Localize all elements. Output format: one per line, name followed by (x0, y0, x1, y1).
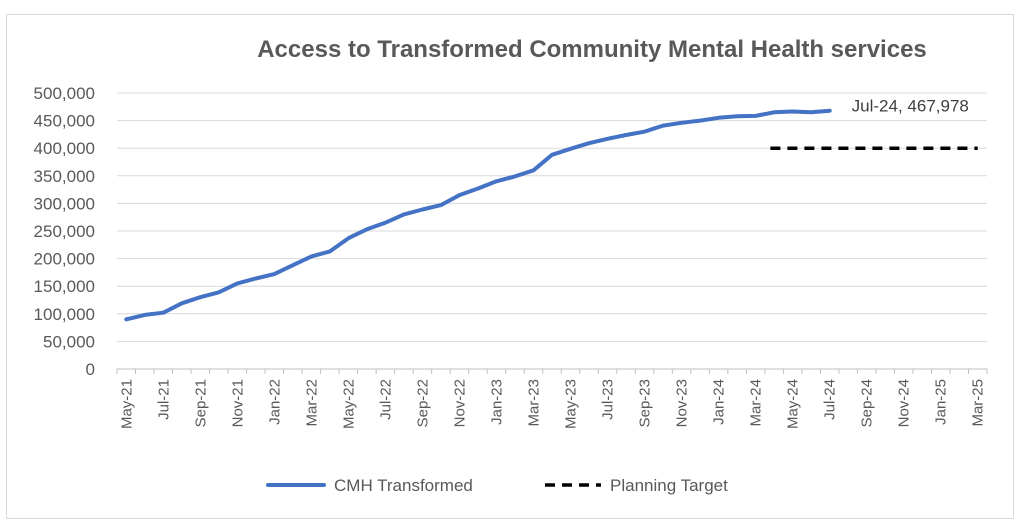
x-tick-label: Nov-24 (896, 379, 913, 427)
x-tick-label: Jul-23 (600, 379, 617, 420)
y-tick-label: 100,000 (34, 305, 95, 324)
x-tick-label: Mar-24 (748, 379, 765, 427)
x-tick-label: Mar-23 (525, 379, 542, 427)
x-tick-label: Jul-24 (822, 379, 839, 420)
x-tick-label: May-23 (563, 379, 580, 429)
y-tick-label: 300,000 (34, 194, 95, 213)
x-tick-label: Jan-25 (933, 379, 950, 425)
chart-frame (6, 14, 1014, 519)
y-axis-tick-labels: 0 50,000 100,000 150,000 200,000 250,000 300,0… (34, 84, 95, 379)
x-tick-label: May-22 (340, 379, 357, 429)
y-tick-label: 50,000 (43, 332, 95, 351)
x-tick-label: Sep-22 (414, 379, 431, 427)
x-tick-label: Sep-21 (192, 379, 209, 427)
x-tick-label: Mar-22 (303, 379, 320, 427)
y-tick-label: 0 (86, 360, 95, 379)
x-tick-label: Jul-21 (155, 379, 172, 420)
y-tick-label: 350,000 (34, 167, 95, 186)
legend: CMH Transformed Planning Target (266, 476, 728, 495)
x-tick-label: Jan-23 (488, 379, 505, 425)
x-tick-label: Nov-22 (451, 379, 468, 427)
y-tick-label: 500,000 (34, 84, 95, 103)
x-tick-label: Sep-24 (859, 379, 876, 427)
x-tick-label: Nov-21 (229, 379, 246, 427)
x-axis (116, 368, 988, 374)
x-tick-label: Nov-23 (674, 379, 691, 427)
x-tick-label: Jan-24 (711, 379, 728, 425)
x-tick-label: Sep-23 (637, 379, 654, 427)
data-label: Jul-24, 467,978 (852, 97, 969, 116)
y-tick-label: 200,000 (34, 250, 95, 269)
x-tick-label: May-21 (118, 379, 135, 429)
x-tick-label: Jan-22 (266, 379, 283, 425)
x-tick-label: May-24 (785, 379, 802, 429)
gridlines (117, 92, 987, 342)
y-tick-label: 450,000 (34, 112, 95, 131)
y-tick-label: 150,000 (34, 277, 95, 296)
legend-label: CMH Transformed (334, 476, 473, 495)
x-tick-label: Jul-22 (377, 379, 394, 420)
chart-title: Access to Transformed Community Mental H… (257, 36, 927, 63)
data-labels: Jul-24, 467,978 (852, 97, 969, 116)
legend-label: Planning Target (610, 476, 728, 495)
y-tick-label: 400,000 (34, 139, 95, 158)
x-tick-label: Mar-25 (970, 379, 987, 427)
series-lines (124, 108, 978, 322)
x-axis-tick-labels: May-21 Jul-21 Sep-21 Nov-21 Jan-22 Mar-22 May-… (118, 379, 986, 429)
y-tick-label: 250,000 (34, 222, 95, 241)
series-cmh-transformed (124, 108, 832, 322)
